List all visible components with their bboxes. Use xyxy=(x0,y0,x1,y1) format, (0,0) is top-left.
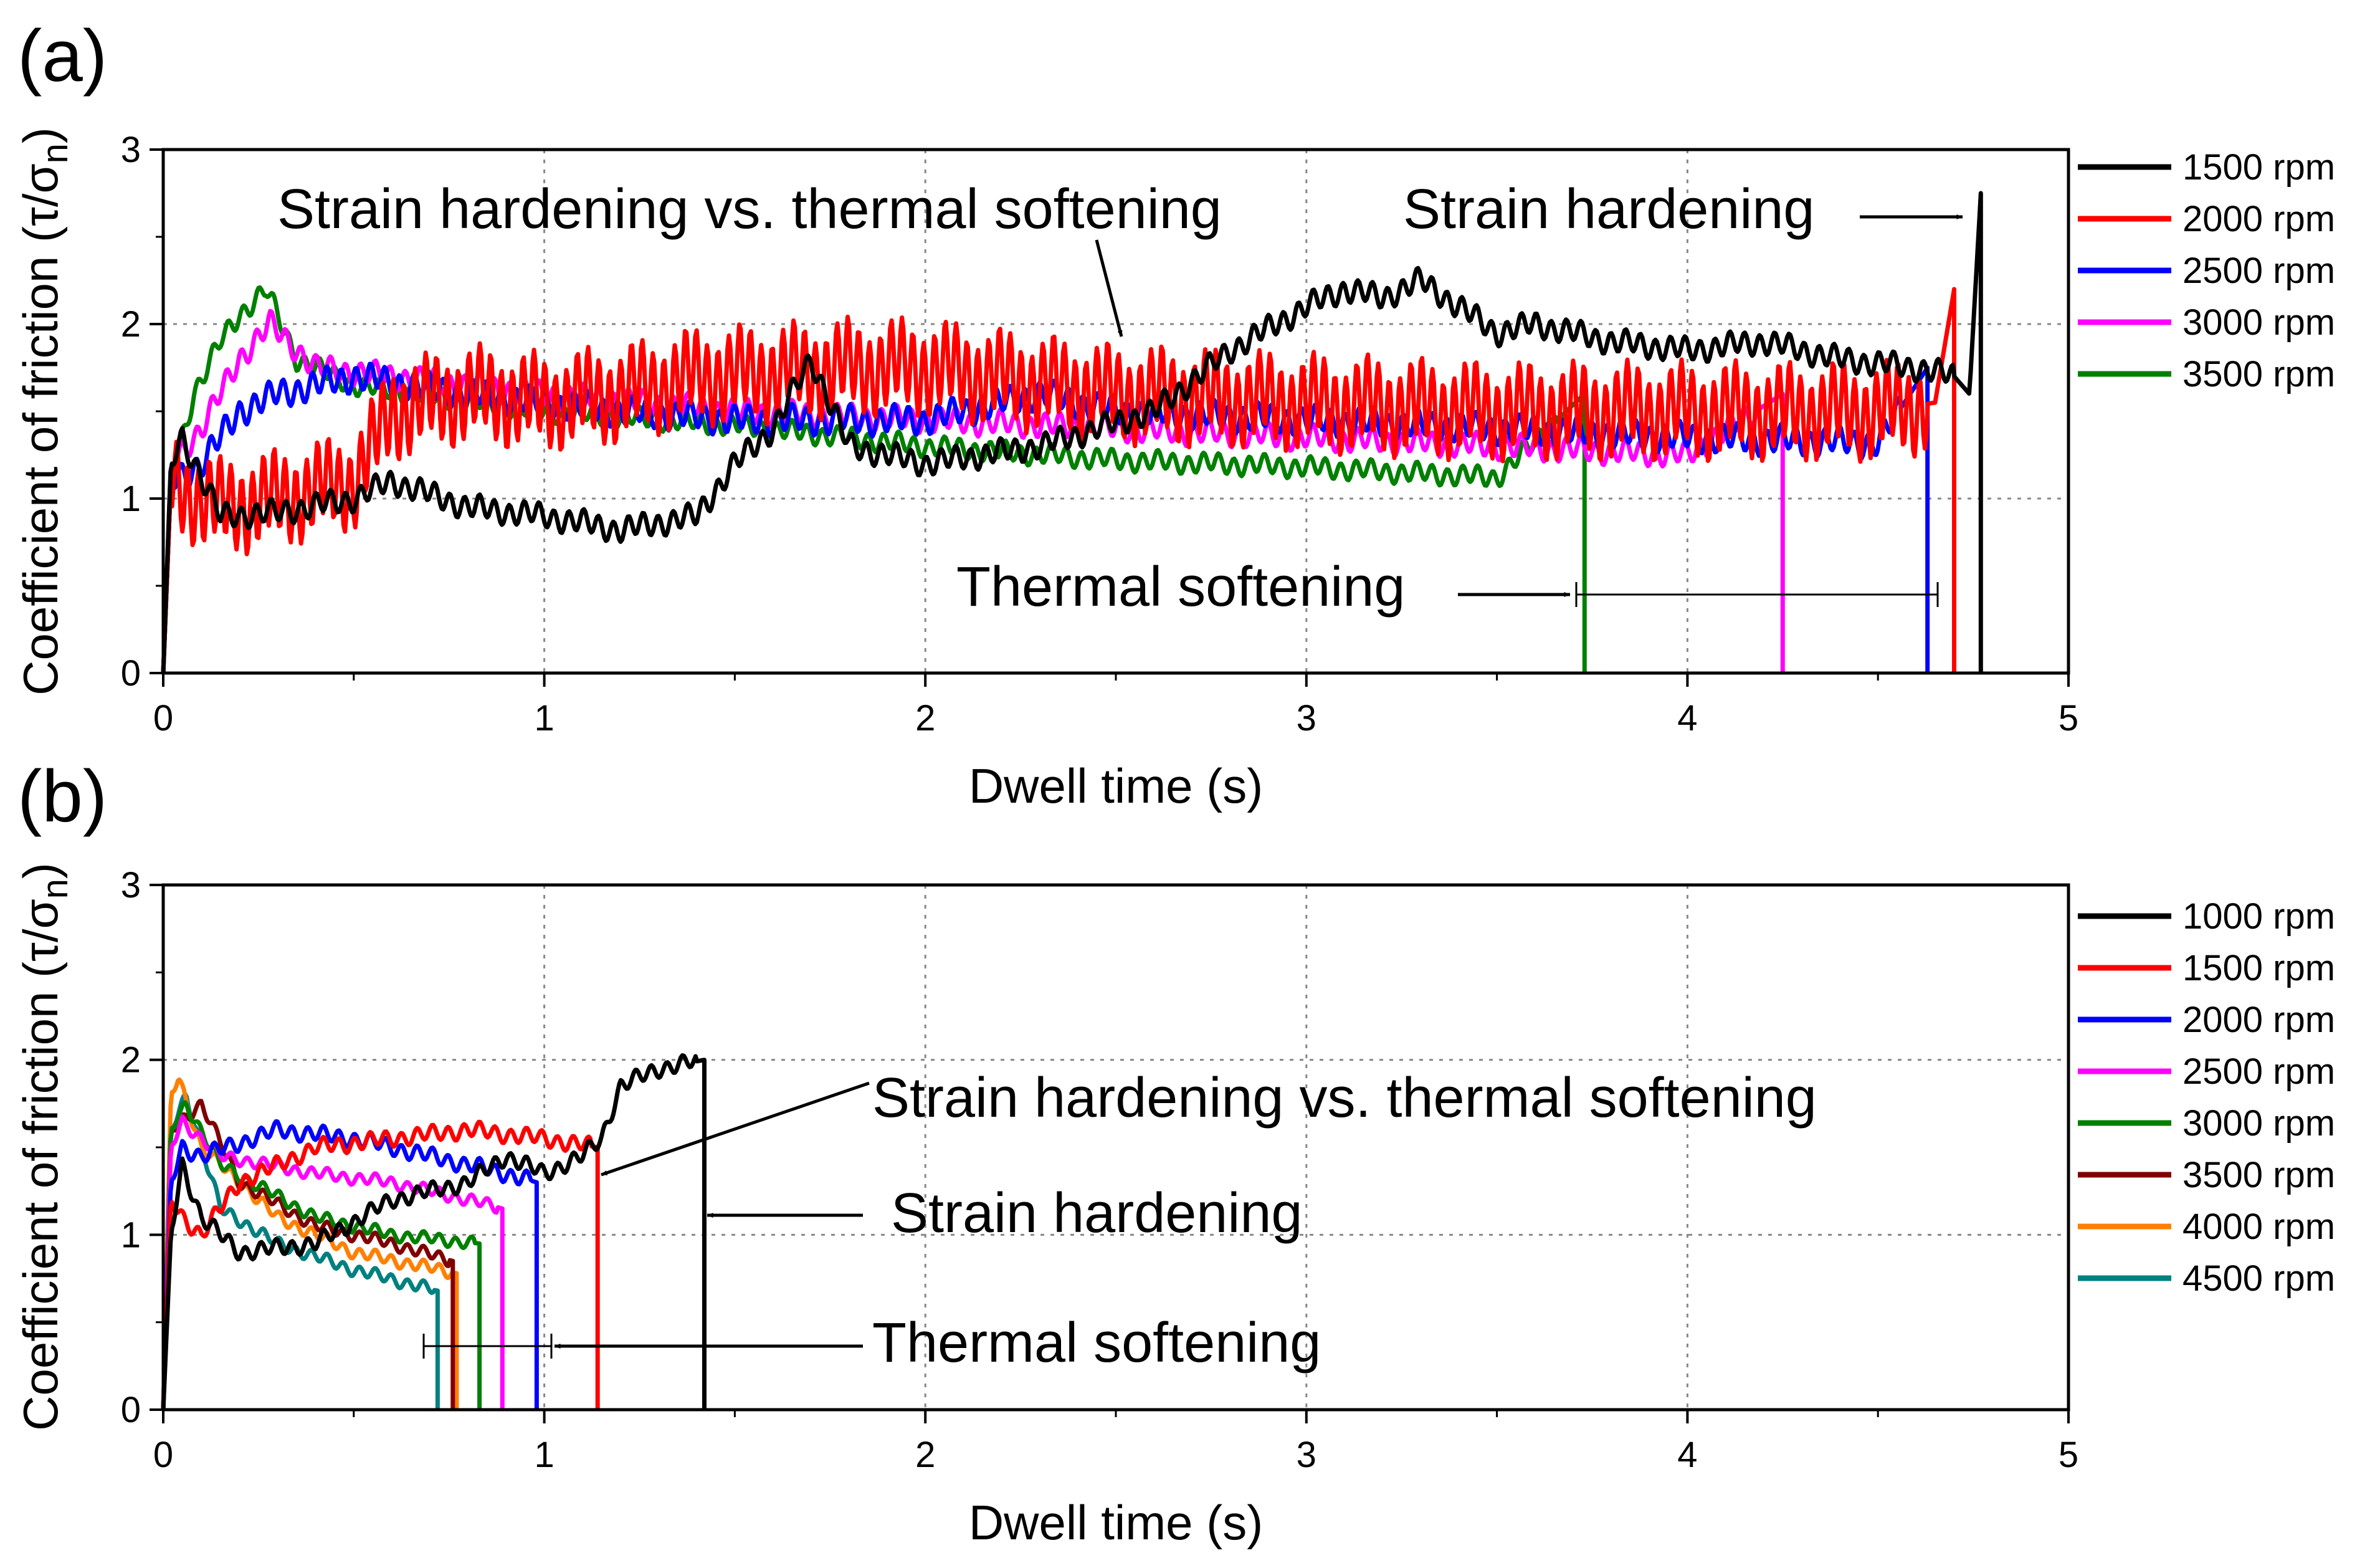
panel-b-series-group xyxy=(161,1053,707,1410)
panel-a-chart: (a) 0 1 2 3 4 5 0 1 2 3 Dwell time (s) Coefficien… xyxy=(13,15,2335,813)
panel-b-legend-label-2000-rpm: 2000 rpm xyxy=(2182,1000,2335,1040)
panel-a-y-axis-title: Coefficient of friction (τ/σn) xyxy=(13,127,75,695)
panel-a-series-3500-rpm xyxy=(161,285,1587,674)
panel-a-legend: 1500 rpm 2000 rpm 2500 rpm 3000 rpm 3500 rpm xyxy=(2078,147,2335,394)
panel-b-series-4500-rpm xyxy=(161,1092,440,1410)
panel-b-label: (b) xyxy=(17,755,107,838)
panel-b-series-2500-rpm xyxy=(161,1114,505,1410)
panel-a-annotation-thermal-softening: Thermal softening xyxy=(956,556,1405,618)
panel-b-chart: (b) 0 1 2 3 4 5 0 1 2 3 Dwell time (s) Coefficien… xyxy=(13,755,2335,1550)
panel-b-legend-label-1500-rpm: 1500 rpm xyxy=(2182,948,2335,988)
panel-b-x-tick-label-2: 2 xyxy=(915,1435,935,1475)
panel-a-tradeoff-arrow xyxy=(1095,239,1123,337)
panel-b-x-tick-label-1: 1 xyxy=(534,1435,554,1475)
panel-b-series-1500-rpm xyxy=(161,1119,600,1410)
panel-a-legend-label-3000-rpm: 3000 rpm xyxy=(2182,302,2335,343)
panel-b-series-3500-rpm xyxy=(161,1099,455,1410)
panel-b-legend: 1000 rpm 1500 rpm 2000 rpm 2500 rpm 3000 rpm… xyxy=(2078,896,2335,1299)
panel-a-legend-label-3500-rpm: 3500 rpm xyxy=(2182,354,2335,394)
panel-b-series-1000-rpm xyxy=(161,1053,707,1410)
panel-b-x-tick-label-4: 4 xyxy=(1677,1435,1697,1475)
panel-a-series-group xyxy=(161,191,1983,674)
panel-a-x-axis-title: Dwell time (s) xyxy=(969,758,1263,813)
panel-b-y-title-sub: n xyxy=(35,879,75,899)
panel-b-x-tick-label-5: 5 xyxy=(2059,1435,2078,1475)
panel-a-y-tick-label-3: 3 xyxy=(121,130,141,170)
panel-b-annotation-tradeoff: Strain hardening vs. thermal softening xyxy=(872,1067,1817,1129)
panel-a-x-tick-label-2: 2 xyxy=(915,698,935,738)
panel-b-legend-label-2500-rpm: 2500 rpm xyxy=(2182,1051,2335,1092)
panel-b-x-axis-title: Dwell time (s) xyxy=(969,1495,1263,1550)
panel-a-y-tick-label-1: 1 xyxy=(121,479,141,519)
panel-a-series-2000-rpm xyxy=(161,287,1956,674)
panel-b-y-title-close: ) xyxy=(13,863,68,879)
panel-b-ticks: 0 1 2 3 4 5 0 1 2 3 xyxy=(121,865,2078,1475)
panel-b-y-tick-label-3: 3 xyxy=(121,865,141,906)
panel-a-annotation-tradeoff: Strain hardening vs. thermal softening xyxy=(277,178,1222,241)
panel-a-legend-label-2500-rpm: 2500 rpm xyxy=(2182,251,2335,291)
panel-a-label: (a) xyxy=(17,15,107,97)
panel-a-y-title-main: Coefficient of friction (τ/σ xyxy=(13,163,68,695)
panel-b-series-4000-rpm xyxy=(161,1077,459,1410)
panel-b-tradeoff-arrow xyxy=(601,1081,870,1177)
panel-b-y-tick-label-0: 0 xyxy=(121,1390,141,1430)
panel-a-x-tick-label-0: 0 xyxy=(153,698,173,738)
panel-b-y-title-main: Coefficient of friction (τ/σ xyxy=(13,899,68,1431)
panel-b-annotation-strain-hardening: Strain hardening xyxy=(891,1182,1302,1245)
panel-a-y-tick-label-0: 0 xyxy=(121,653,141,694)
panel-b-legend-label-4500-rpm: 4500 rpm xyxy=(2182,1258,2335,1299)
panel-b-legend-label-3500-rpm: 3500 rpm xyxy=(2182,1155,2335,1195)
panel-a-y-title-close: ) xyxy=(13,127,68,143)
panel-a-legend-label-2000-rpm: 2000 rpm xyxy=(2182,199,2335,239)
panel-b-y-axis-title: Coefficient of friction (τ/σn) xyxy=(13,863,75,1431)
panel-a-series-1500-rpm xyxy=(161,191,1983,674)
panel-a-x-tick-label-3: 3 xyxy=(1297,698,1316,738)
panel-b-legend-label-3000-rpm: 3000 rpm xyxy=(2182,1103,2335,1144)
panel-a-x-tick-label-5: 5 xyxy=(2059,698,2078,738)
panel-b-y-tick-label-1: 1 xyxy=(121,1215,141,1255)
panel-a-series-3000-rpm xyxy=(161,308,1785,674)
panel-b-x-tick-label-3: 3 xyxy=(1297,1435,1316,1475)
panel-a-x-tick-label-1: 1 xyxy=(534,698,554,738)
panel-b-x-tick-label-0: 0 xyxy=(153,1435,173,1475)
panel-a-ticks: 0 1 2 3 4 5 0 1 2 3 xyxy=(121,130,2078,738)
panel-a-x-tick-label-4: 4 xyxy=(1677,698,1697,738)
panel-b-legend-label-4000-rpm: 4000 rpm xyxy=(2182,1207,2335,1247)
panel-b-legend-label-1000-rpm: 1000 rpm xyxy=(2182,896,2335,937)
panel-b-y-tick-label-2: 2 xyxy=(121,1040,141,1081)
panel-a-y-title-sub: n xyxy=(35,143,75,163)
panel-b-annotation-thermal-softening: Thermal softening xyxy=(872,1312,1321,1374)
panel-b-grid xyxy=(163,885,2068,1410)
panel-a-legend-label-1500-rpm: 1500 rpm xyxy=(2182,147,2335,188)
panel-a-annotation-strain-hardening: Strain hardening xyxy=(1403,178,1814,241)
panel-a-y-tick-label-2: 2 xyxy=(121,304,141,345)
